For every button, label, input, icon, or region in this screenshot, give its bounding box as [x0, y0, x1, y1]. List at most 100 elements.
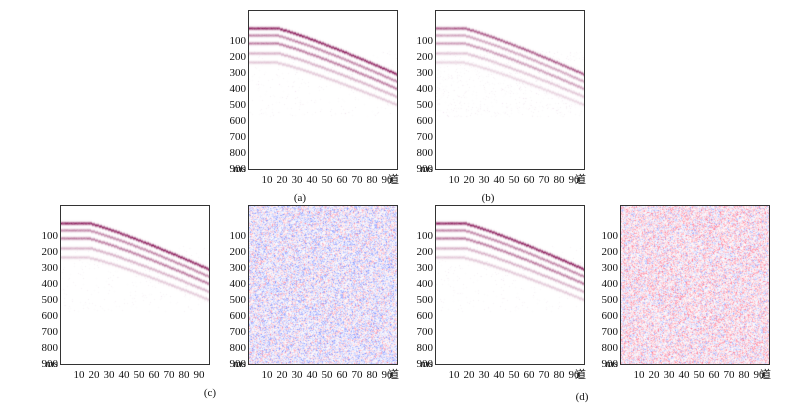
- caption-a: (a): [293, 192, 307, 204]
- xtick-c2: 90: [381, 369, 393, 381]
- ytick-a: 500: [229, 99, 247, 111]
- xtick-c2: 70: [351, 369, 363, 381]
- ytick-d2: 200: [601, 246, 619, 258]
- ytick-c2: 600: [229, 310, 247, 322]
- xtick-c1: 10: [73, 369, 85, 381]
- ytick-d2: 100: [601, 230, 619, 242]
- ytick-a: 700: [229, 131, 247, 143]
- xtick-a: 50: [321, 174, 333, 186]
- xtick-d2: 90: [753, 369, 765, 381]
- ytick-a: 600: [229, 115, 247, 127]
- ytick-c2: 800: [229, 342, 247, 354]
- ytick-d2: 900: [601, 358, 619, 370]
- ytick-a: 400: [229, 83, 247, 95]
- xtick-c2: 80: [366, 369, 378, 381]
- xtick-c1: 20: [88, 369, 100, 381]
- xtick-b: 20: [463, 174, 475, 186]
- xtick-b: 70: [538, 174, 550, 186]
- xtick-d2: 40: [678, 369, 690, 381]
- heatmap-c1: [61, 206, 209, 364]
- xtick-b: 50: [508, 174, 520, 186]
- plot-a: [248, 10, 398, 170]
- ytick-c2: 100: [229, 230, 247, 242]
- ytick-c2: 500: [229, 294, 247, 306]
- xtick-a: 20: [276, 174, 288, 186]
- xtick-b: 90: [568, 174, 580, 186]
- ytick-a: 300: [229, 67, 247, 79]
- ytick-b: 600: [416, 115, 434, 127]
- xtick-d2: 30: [663, 369, 675, 381]
- ytick-d1: 700: [416, 326, 434, 338]
- xtick-b: 30: [478, 174, 490, 186]
- ytick-c1: 400: [41, 278, 59, 290]
- ytick-c2: 300: [229, 262, 247, 274]
- xaxis-unit-c2: 道: [388, 369, 399, 381]
- xtick-a: 10: [261, 174, 273, 186]
- plot-d2: [620, 205, 770, 365]
- xtick-d2: 60: [708, 369, 720, 381]
- xtick-d2: 70: [723, 369, 735, 381]
- xtick-d1: 70: [538, 369, 550, 381]
- xtick-b: 10: [448, 174, 460, 186]
- ytick-d1: 300: [416, 262, 434, 274]
- ytick-d1: 100: [416, 230, 434, 242]
- ytick-d2: 400: [601, 278, 619, 290]
- ytick-c2: 900: [229, 358, 247, 370]
- xtick-c2: 60: [336, 369, 348, 381]
- xtick-d1: 50: [508, 369, 520, 381]
- caption-b: (b): [481, 192, 495, 204]
- xtick-c1: 80: [178, 369, 190, 381]
- xtick-d1: 40: [493, 369, 505, 381]
- ytick-d2: 500: [601, 294, 619, 306]
- ytick-b: 800: [416, 147, 434, 159]
- ytick-c1: 200: [41, 246, 59, 258]
- plot-b: [435, 10, 585, 170]
- ytick-c2: 200: [229, 246, 247, 258]
- xtick-c2: 40: [306, 369, 318, 381]
- ytick-c1: 600: [41, 310, 59, 322]
- heatmap-d2: [621, 206, 769, 364]
- ytick-a: 100: [229, 35, 247, 47]
- plot-d1: [435, 205, 585, 365]
- ytick-b: 400: [416, 83, 434, 95]
- yaxis-unit-b: ms: [420, 163, 433, 175]
- ytick-d2: 300: [601, 262, 619, 274]
- xtick-b: 80: [553, 174, 565, 186]
- xtick-c1: 30: [103, 369, 115, 381]
- xtick-c2: 50: [321, 369, 333, 381]
- xtick-c1: 90: [193, 369, 205, 381]
- ytick-c1: 100: [41, 230, 59, 242]
- xtick-a: 90: [381, 174, 393, 186]
- xtick-a: 80: [366, 174, 378, 186]
- xaxis-unit-d2: 道: [760, 369, 771, 381]
- ytick-c1: 800: [41, 342, 59, 354]
- ytick-d1: 800: [416, 342, 434, 354]
- xtick-d1: 30: [478, 369, 490, 381]
- xtick-d1: 90: [568, 369, 580, 381]
- xtick-d2: 10: [633, 369, 645, 381]
- heatmap-c2: [249, 206, 397, 364]
- ytick-d1: 500: [416, 294, 434, 306]
- xaxis-unit-b: 道: [575, 174, 586, 186]
- xtick-d2: 80: [738, 369, 750, 381]
- heatmap-b: [436, 11, 584, 169]
- xtick-a: 40: [306, 174, 318, 186]
- xtick-d1: 60: [523, 369, 535, 381]
- ytick-b: 900: [416, 163, 434, 175]
- yaxis-unit-c1: ms: [45, 358, 58, 370]
- yaxis-unit-a: ms: [233, 163, 246, 175]
- xaxis-unit-a: 道: [388, 174, 399, 186]
- xtick-d2: 50: [693, 369, 705, 381]
- xtick-c2: 20: [276, 369, 288, 381]
- xtick-b: 40: [493, 174, 505, 186]
- ytick-c1: 500: [41, 294, 59, 306]
- ytick-c1: 700: [41, 326, 59, 338]
- ytick-c1: 300: [41, 262, 59, 274]
- ytick-b: 700: [416, 131, 434, 143]
- ytick-c2: 700: [229, 326, 247, 338]
- ytick-a: 200: [229, 51, 247, 63]
- xtick-a: 70: [351, 174, 363, 186]
- caption-c1: (c): [203, 387, 217, 399]
- xtick-c1: 40: [118, 369, 130, 381]
- plot-c2: [248, 205, 398, 365]
